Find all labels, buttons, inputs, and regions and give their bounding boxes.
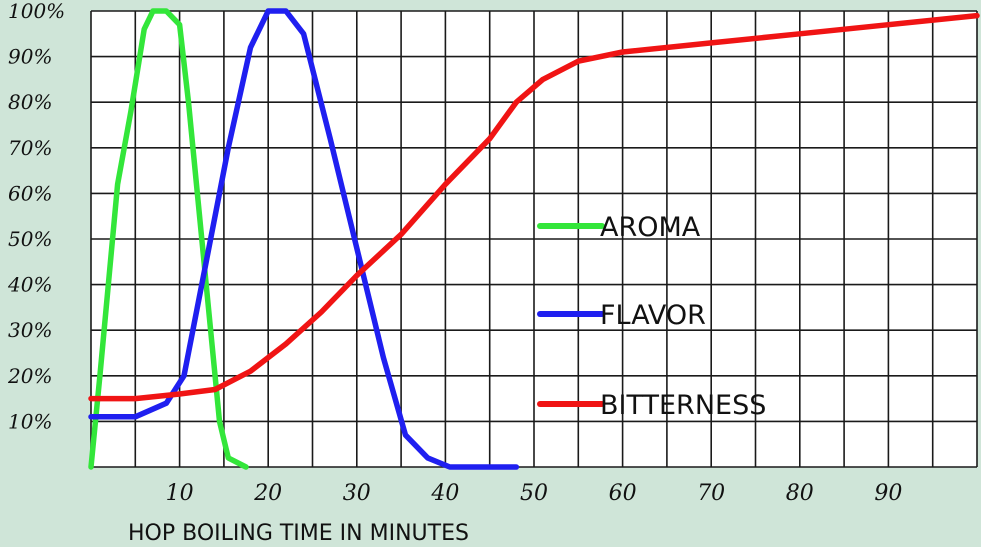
series-line-bitterness [88, 12, 980, 402]
y-tick-label: 70% [8, 136, 52, 160]
y-tick-label: 10% [8, 409, 52, 433]
y-tick-label: 50% [8, 227, 52, 251]
series-group [88, 8, 980, 470]
legend-label-aroma: AROMA [600, 212, 701, 243]
y-tick-label: 40% [7, 273, 52, 297]
x-tick-label: 20 [253, 481, 282, 506]
x-tick-label: 70 [697, 481, 725, 506]
legend-label-flavor: FLAVOR [600, 300, 706, 331]
y-tick-label: 20% [7, 364, 52, 388]
x-axis-ticks: 10 20 30 40 50 60 70 80 90 [166, 481, 903, 506]
x-tick-label: 40 [430, 481, 459, 506]
series-line-flavor [88, 8, 520, 470]
x-axis-title: HOP BOILING TIME IN MINUTES [128, 521, 469, 546]
x-tick-label: 90 [874, 481, 902, 506]
x-tick-label: 50 [520, 481, 548, 506]
y-tick-label: 80% [8, 90, 52, 114]
series-line-aroma [88, 8, 249, 470]
y-tick-label: 100% [8, 0, 65, 23]
y-axis-ticks: 10% 20% 30% 40% 50% 60% 70% 80% 90% 100% [7, 0, 65, 433]
x-tick-label: 80 [786, 481, 814, 506]
y-tick-label: 60% [8, 181, 52, 205]
legend-label-bitterness: BITTERNESS [600, 390, 766, 421]
y-tick-label: 30% [8, 318, 52, 342]
y-tick-label: 90% [8, 45, 52, 69]
x-tick-label: 30 [343, 481, 371, 506]
grid [90, 10, 978, 468]
legend: AROMA FLAVOR BITTERNESS [537, 212, 766, 421]
x-tick-label: 10 [166, 481, 194, 506]
x-tick-label: 60 [609, 481, 637, 506]
